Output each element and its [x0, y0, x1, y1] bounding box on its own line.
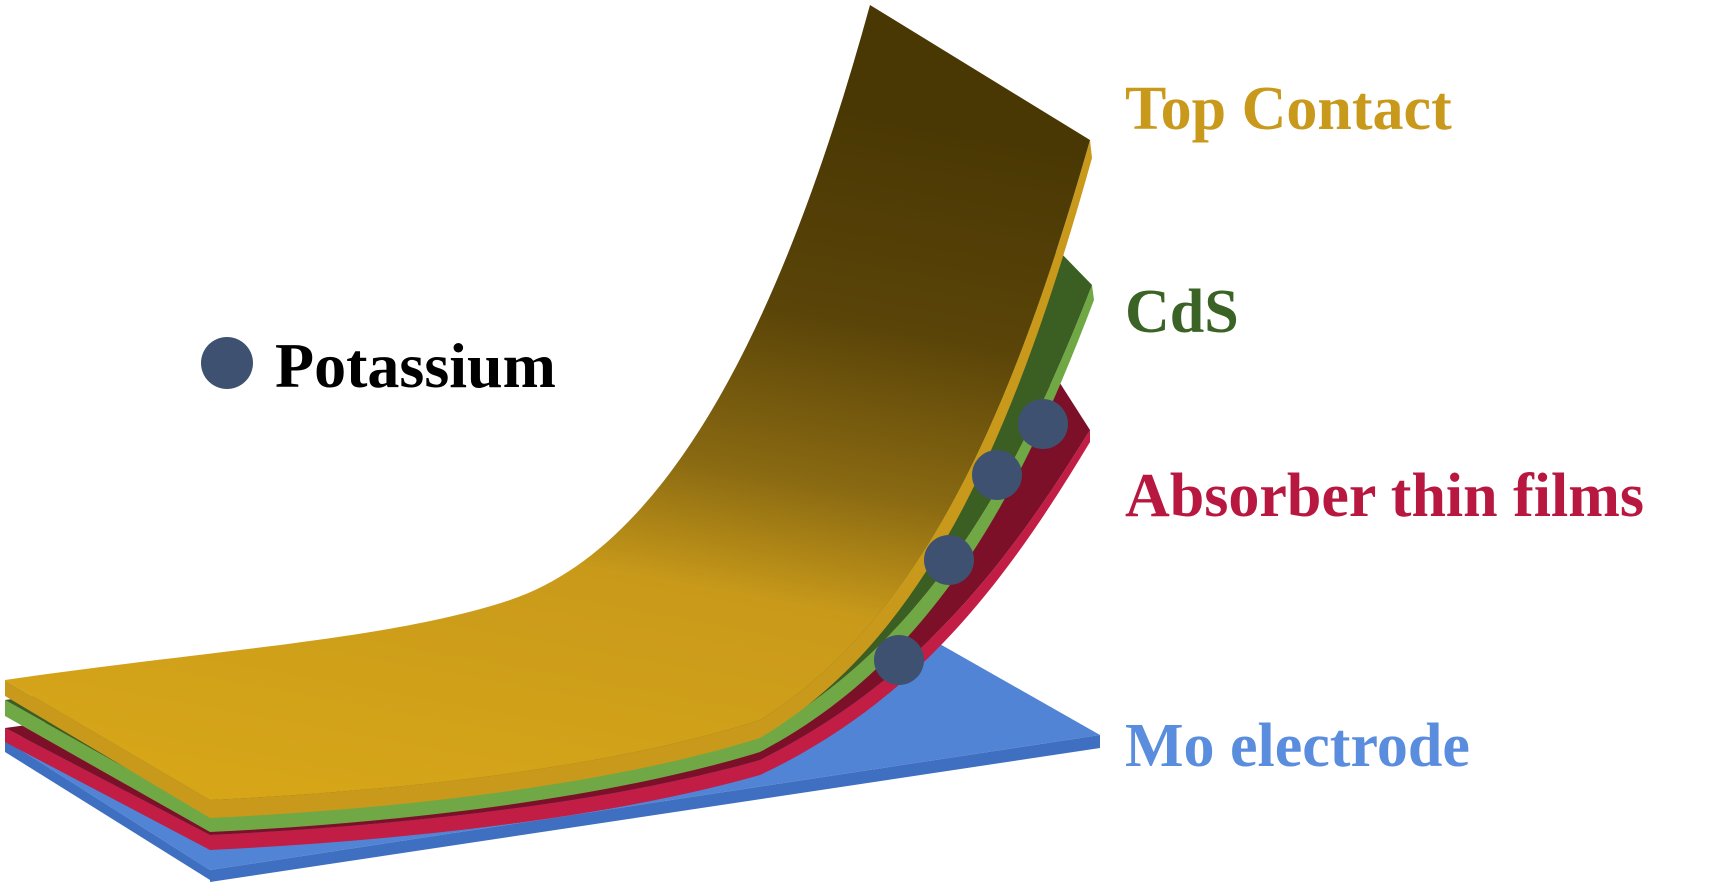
- potassium-dot-icon: [201, 337, 253, 389]
- mo-electrode-label: Mo electrode: [1125, 712, 1470, 780]
- absorber-label: Absorber thin films: [1125, 462, 1645, 530]
- potassium-legend-label: Potassium: [275, 330, 556, 401]
- cds-front-edge: [5, 285, 1094, 832]
- top-contact-layer: [5, 5, 1092, 818]
- potassium-atom-icon: [1018, 399, 1068, 449]
- potassium-atom-icon: [924, 535, 974, 585]
- top-contact-front-edge: [5, 140, 1092, 818]
- cds-label: CdS: [1125, 278, 1239, 346]
- top-contact-top-face: [5, 5, 1090, 800]
- mo-electrode-edge: [5, 740, 210, 880]
- mo-electrode-front-edge: [210, 735, 1100, 882]
- top-contact-label: Top Contact: [1125, 75, 1452, 143]
- potassium-atom-icon: [874, 635, 924, 685]
- potassium-atom-icon: [972, 450, 1022, 500]
- potassium-atoms: [874, 399, 1068, 685]
